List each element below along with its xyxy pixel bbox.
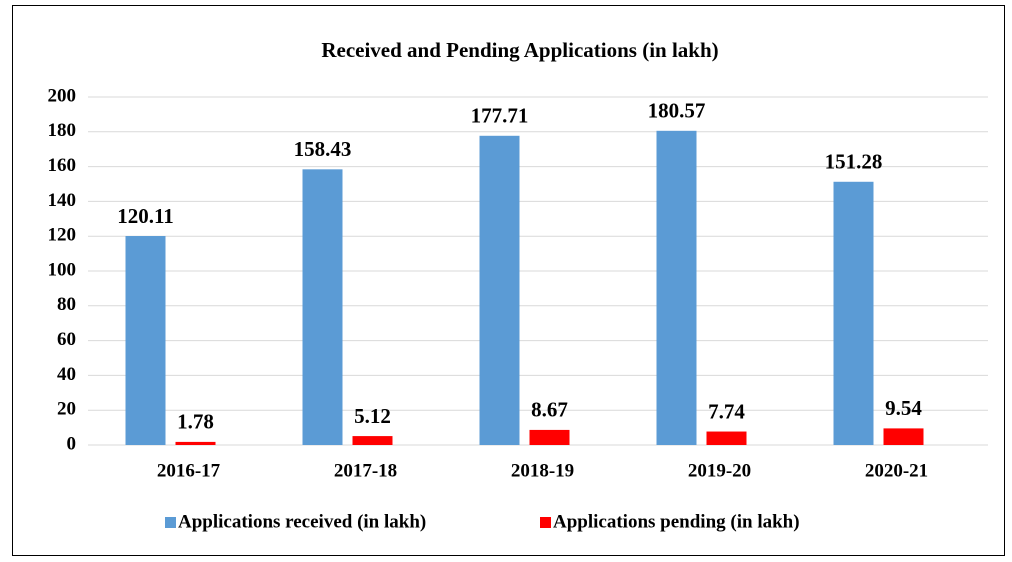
chart-title: Received and Pending Applications (in la… [321,38,718,62]
legend-label: Applications pending (in lakh) [553,511,800,532]
bar [125,236,166,445]
x-tick-label: 2016-17 [157,460,221,481]
x-tick-label: 2018-19 [511,460,574,481]
y-tick-label: 20 [57,399,76,420]
data-label: 1.78 [177,410,214,434]
y-tick-label: 160 [48,155,77,176]
bar [352,436,393,445]
bar [706,431,747,445]
bar [529,429,570,445]
y-tick-label: 120 [48,225,77,246]
bar [302,169,343,446]
y-tick-label: 40 [57,364,76,385]
legend-swatch [540,517,551,528]
y-tick-label: 60 [57,329,76,350]
bar [656,130,697,445]
data-label: 9.54 [885,396,922,420]
legend-label: Applications received (in lakh) [178,511,426,532]
data-label: 120.11 [117,204,174,228]
data-label: 177.71 [471,104,529,128]
chart-border [12,5,1005,556]
legend-swatch [165,517,176,528]
data-label: 180.57 [648,99,706,123]
bar [833,181,874,445]
y-tick-label: 180 [48,120,77,141]
data-label: 5.12 [354,404,391,428]
data-label: 151.28 [825,150,883,174]
y-tick-label: 0 [67,433,77,454]
x-tick-label: 2020-21 [865,460,928,481]
data-label: 8.67 [531,398,568,422]
data-label: 7.74 [708,399,745,423]
y-tick-label: 80 [57,294,76,315]
data-label: 158.43 [294,137,352,161]
x-tick-label: 2019-20 [688,460,751,481]
bar [883,428,924,445]
x-tick-label: 2017-18 [334,460,397,481]
bar [175,441,216,445]
y-tick-label: 100 [48,259,77,280]
y-tick-label: 200 [48,85,77,106]
y-tick-label: 140 [48,190,77,211]
bar [479,135,520,445]
